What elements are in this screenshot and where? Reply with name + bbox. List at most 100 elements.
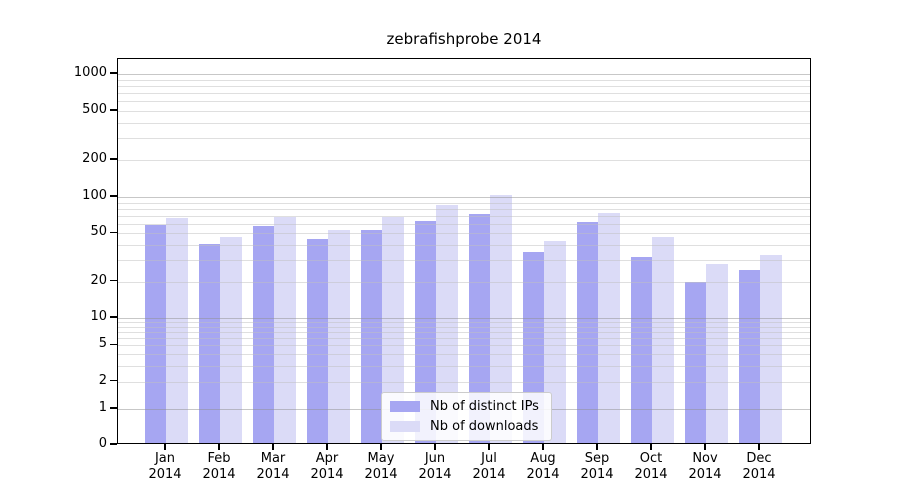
chart-title: zebrafishprobe 2014: [386, 30, 542, 48]
gridline-minor: [118, 332, 810, 334]
y-axis-tick-label: 5: [98, 336, 107, 352]
x-axis-tick-label: Nov 2014: [688, 451, 722, 482]
x-tick-mark: [758, 444, 760, 450]
gridline-minor: [118, 345, 810, 347]
bar-distinct-ips-jul: [468, 213, 490, 443]
x-axis-tick-label: Apr 2014: [310, 451, 344, 482]
gridline-minor: [118, 208, 810, 210]
gridline-minor: [118, 79, 810, 81]
x-axis-tick-label: Dec 2014: [742, 451, 776, 482]
y-axis-tick-label: 500: [82, 102, 107, 118]
gridline-minor: [118, 260, 810, 262]
gridline-minor: [118, 93, 810, 95]
y-tick-mark: [110, 109, 117, 111]
x-tick-mark: [380, 444, 382, 450]
bar-downloads-jun: [436, 205, 458, 443]
y-tick-mark: [110, 379, 117, 382]
gridline-minor: [118, 322, 810, 324]
y-tick-mark: [110, 158, 117, 160]
y-axis-tick-label: 20: [90, 272, 107, 288]
bar-downloads-oct: [652, 236, 674, 443]
plot-area: Nb of distinct IPs Nb of downloads: [117, 58, 811, 444]
x-tick-mark: [704, 444, 706, 450]
gridline-minor: [118, 215, 810, 217]
gridline-major: [118, 318, 810, 319]
y-tick-mark: [110, 316, 117, 318]
y-axis-tick-label: 100: [82, 188, 107, 203]
bar-downloads-sep: [598, 213, 620, 443]
gridline-minor: [118, 202, 810, 204]
x-tick-mark: [164, 444, 166, 450]
gridline-minor: [118, 233, 810, 235]
y-axis-tick-label: 200: [82, 150, 107, 166]
y-tick-mark: [110, 443, 117, 445]
y-tick-mark: [110, 407, 117, 409]
y-tick-mark: [110, 279, 117, 282]
gridline-minor: [118, 354, 810, 356]
y-tick-mark: [110, 195, 117, 197]
bar-distinct-ips-jun: [414, 220, 436, 443]
x-axis-tick-label: Jan 2014: [148, 451, 182, 482]
y-axis-tick-label: 1000: [73, 65, 107, 80]
gridline-minor: [118, 365, 810, 367]
x-tick-mark: [596, 444, 598, 450]
bar-distinct-ips-jan: [144, 224, 166, 443]
y-axis-tick-label: 10: [90, 309, 107, 324]
x-tick-mark: [434, 444, 436, 450]
y-tick-mark: [110, 231, 117, 234]
bar-downloads-jul: [490, 195, 512, 443]
bar-distinct-ips-oct: [630, 256, 652, 443]
gridline-minor: [118, 111, 810, 112]
x-axis-tick-label: Jun 2014: [418, 451, 452, 482]
bar-downloads-mar: [274, 216, 296, 443]
bar-downloads-dec: [760, 254, 782, 443]
gridline-major: [118, 197, 810, 198]
y-axis-tick-label: 2: [98, 372, 107, 388]
y-axis-tick-label: 0: [98, 436, 107, 451]
bar-downloads-feb: [220, 236, 242, 443]
legend-swatch-distinct-ips: [390, 401, 420, 412]
gridline-minor: [118, 326, 810, 328]
x-axis-tick-label: Mar 2014: [256, 451, 290, 482]
x-axis-tick-label: Feb 2014: [202, 451, 236, 482]
y-axis-tick-label: 1: [98, 400, 107, 415]
bar-downloads-may: [382, 216, 404, 443]
x-axis-tick-label: May 2014: [364, 451, 398, 482]
gridline-minor: [118, 122, 810, 124]
x-tick-mark: [218, 444, 220, 450]
gridline-minor: [118, 281, 810, 283]
gridline-minor: [118, 101, 810, 103]
gridline-minor: [118, 245, 810, 247]
gridline-minor: [118, 338, 810, 340]
bar-distinct-ips-dec: [738, 270, 760, 443]
legend-swatch-downloads: [390, 421, 420, 432]
y-axis-tick-label: 50: [90, 224, 107, 240]
bar-distinct-ips-may: [360, 230, 382, 443]
gridline-minor: [118, 138, 810, 140]
gridline-minor: [118, 160, 810, 161]
bar-distinct-ips-feb: [198, 244, 220, 443]
x-tick-mark: [488, 444, 490, 450]
gridline-minor: [118, 85, 810, 87]
x-tick-mark: [326, 444, 328, 450]
grid-layer: [118, 59, 810, 443]
bar-downloads-apr: [328, 230, 350, 443]
legend-item-downloads: Nb of downloads: [390, 419, 539, 434]
bar-downloads-jan: [166, 218, 188, 443]
x-axis-tick-label: Aug 2014: [526, 451, 560, 482]
y-tick-mark: [110, 72, 117, 74]
gridline-minor: [118, 381, 810, 383]
legend: Nb of distinct IPs Nb of downloads: [381, 392, 552, 441]
x-axis-tick-label: Sep 2014: [580, 451, 614, 482]
x-axis-tick-label: Oct 2014: [634, 451, 668, 482]
x-tick-mark: [272, 444, 274, 450]
x-axis-tick-label: Jul 2014: [472, 451, 506, 482]
bar-distinct-ips-mar: [252, 226, 274, 443]
y-tick-mark: [110, 343, 117, 346]
gridline-major: [118, 74, 810, 75]
legend-item-distinct-ips: Nb of distinct IPs: [390, 399, 539, 414]
x-tick-mark: [542, 444, 544, 450]
bar-downloads-nov: [706, 263, 728, 443]
bar-distinct-ips-apr: [306, 239, 328, 443]
